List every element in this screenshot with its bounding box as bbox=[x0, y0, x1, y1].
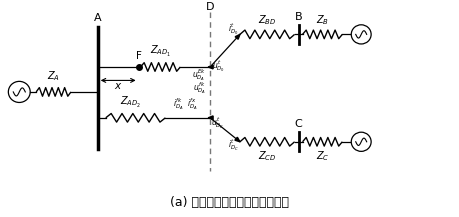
Text: C: C bbox=[294, 119, 302, 129]
Text: $i^t_{D_0}$: $i^t_{D_0}$ bbox=[228, 21, 238, 37]
Text: D: D bbox=[206, 2, 214, 12]
Polygon shape bbox=[235, 34, 240, 39]
Text: $i^{fk}_{D_A}$: $i^{fk}_{D_A}$ bbox=[173, 96, 183, 112]
Text: $Z_{AD_2}$: $Z_{AD_2}$ bbox=[120, 95, 141, 110]
Text: $Z_B$: $Z_B$ bbox=[315, 13, 328, 27]
Polygon shape bbox=[207, 116, 213, 120]
Polygon shape bbox=[235, 137, 240, 142]
Text: $u^{Ek}_{D_A}$: $u^{Ek}_{D_A}$ bbox=[192, 67, 206, 83]
Polygon shape bbox=[207, 65, 213, 69]
Text: $i^{fx}_{D_A}$: $i^{fx}_{D_A}$ bbox=[186, 96, 197, 112]
Text: $u^t_{D_0}$: $u^t_{D_0}$ bbox=[212, 58, 225, 74]
Text: $Z_{BD}$: $Z_{BD}$ bbox=[257, 13, 276, 27]
Text: $x$: $x$ bbox=[114, 81, 122, 91]
Text: F: F bbox=[135, 51, 141, 61]
Text: $u^{fk}_{D_A}$: $u^{fk}_{D_A}$ bbox=[192, 80, 206, 96]
Text: (a) 局部耦合同塔双回输电线路模: (a) 局部耦合同塔双回输电线路模 bbox=[170, 196, 289, 209]
Text: B: B bbox=[294, 12, 302, 22]
Text: $i^t_{D_C}$: $i^t_{D_C}$ bbox=[228, 137, 238, 153]
Text: $u^t_{D_C}$: $u^t_{D_C}$ bbox=[211, 115, 224, 131]
Text: $Z_C$: $Z_C$ bbox=[315, 150, 329, 163]
Text: $Z_{CD}$: $Z_{CD}$ bbox=[257, 150, 276, 163]
Text: A: A bbox=[94, 13, 101, 23]
Text: $Z_A$: $Z_A$ bbox=[46, 69, 60, 83]
Text: $Z_{AD_1}$: $Z_{AD_1}$ bbox=[149, 44, 171, 59]
